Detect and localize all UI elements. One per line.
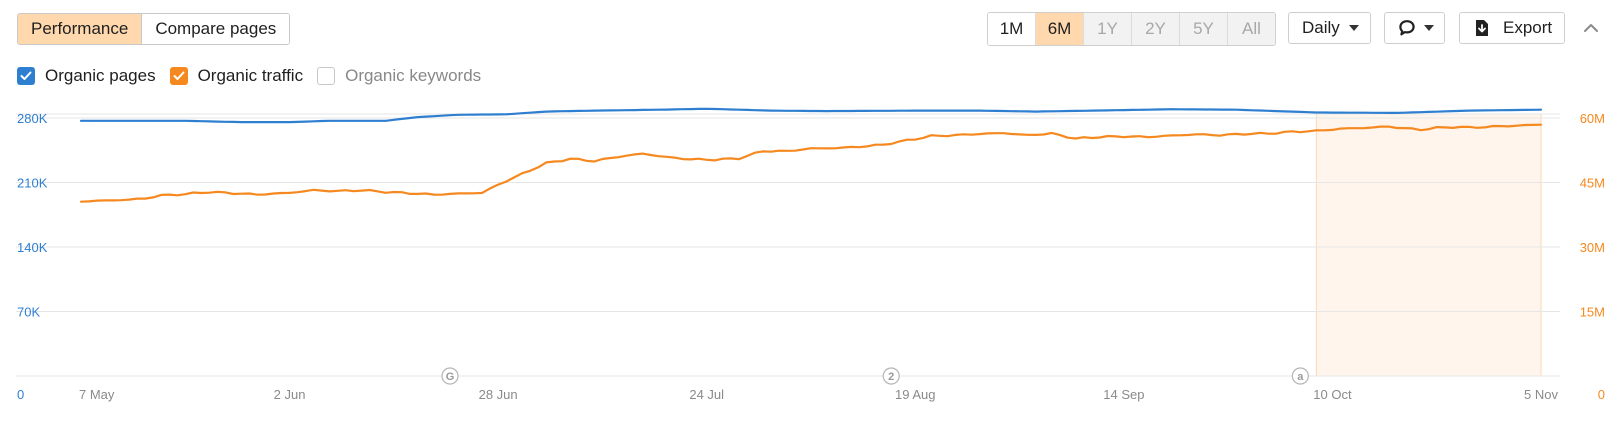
x-tick-label: 5 Nov xyxy=(1524,387,1558,402)
legend-organic-keywords[interactable]: Organic keywords xyxy=(317,66,481,86)
export-button[interactable]: Export xyxy=(1459,12,1565,44)
granularity-dropdown[interactable]: Daily xyxy=(1288,12,1371,44)
period-6m[interactable]: 6M xyxy=(1035,13,1083,45)
x-tick-label: 24 Jul xyxy=(689,387,724,402)
compare-pages-tab[interactable]: Compare pages xyxy=(141,14,290,44)
chevron-down-icon xyxy=(1424,25,1434,31)
annotation-marker[interactable]: G xyxy=(441,367,459,385)
period-selector: 1M 6M 1Y 2Y 5Y All xyxy=(987,12,1276,46)
x-tick-label: 19 Aug xyxy=(895,387,936,402)
annotation-label: a xyxy=(1297,371,1304,383)
legend-organic-traffic[interactable]: Organic traffic xyxy=(169,66,304,86)
x-tick-label: 10 Oct xyxy=(1313,387,1352,402)
period-1y[interactable]: 1Y xyxy=(1083,13,1131,45)
y-right-tick-label: 60M xyxy=(1580,111,1605,126)
y-right-tick-label: 45M xyxy=(1580,176,1605,191)
y-right-tick-label: 0 xyxy=(1598,387,1605,402)
checkbox-checked-icon[interactable] xyxy=(17,67,35,85)
chevron-down-icon xyxy=(1348,25,1359,31)
series-organic-pages[interactable] xyxy=(79,107,1543,124)
period-all[interactable]: All xyxy=(1227,13,1275,45)
y-right-tick-label: 15M xyxy=(1580,305,1605,320)
annotations-dropdown[interactable] xyxy=(1384,12,1445,44)
period-5y[interactable]: 5Y xyxy=(1179,13,1227,45)
annotation-label: 2 xyxy=(888,371,894,383)
y-right-tick-label: 30M xyxy=(1580,240,1605,255)
chart-legend: Organic pages Organic traffic Organic ke… xyxy=(17,66,495,86)
export-label: Export xyxy=(1503,18,1553,37)
series-organic-traffic[interactable] xyxy=(79,123,1543,203)
speech-bubble-icon xyxy=(1399,20,1415,36)
highlight-range xyxy=(1316,114,1541,376)
legend-label: Organic pages xyxy=(45,66,156,85)
annotation-marker[interactable]: a xyxy=(1291,367,1309,385)
x-tick-label: 7 May xyxy=(79,387,115,402)
checkbox-checked-icon[interactable] xyxy=(169,67,188,85)
download-icon xyxy=(1476,20,1488,36)
traffic-chart[interactable]: 0 70K 140K 210K 280K 0 15M 30M 45M 60M 7 May 2 Ju… xyxy=(0,100,1620,410)
x-tick-label: 14 Sep xyxy=(1103,387,1144,402)
period-2y[interactable]: 2Y xyxy=(1131,13,1179,45)
annotation-marker[interactable]: 2 xyxy=(882,367,900,385)
x-tick-label: 2 Jun xyxy=(274,387,306,402)
x-tick-label: 28 Jun xyxy=(479,387,518,402)
period-1m[interactable]: 1M xyxy=(988,13,1035,45)
y-left-tick-label: 210K xyxy=(17,176,48,191)
legend-label: Organic keywords xyxy=(345,66,482,85)
legend-organic-pages[interactable]: Organic pages xyxy=(17,66,156,86)
legend-label: Organic traffic xyxy=(197,66,304,85)
granularity-label: Daily xyxy=(1302,18,1340,37)
view-toggle: Performance Compare pages xyxy=(17,13,291,45)
y-left-tick-label: 70K xyxy=(17,305,40,320)
performance-tab[interactable]: Performance xyxy=(18,14,142,44)
chevron-up-icon[interactable] xyxy=(1581,18,1601,38)
annotation-label: G xyxy=(446,371,455,383)
y-left-tick-label: 280K xyxy=(17,111,48,126)
y-left-tick-label: 140K xyxy=(17,240,48,255)
checkbox-unchecked-icon[interactable] xyxy=(317,67,336,85)
y-left-tick-label: 0 xyxy=(17,387,24,402)
